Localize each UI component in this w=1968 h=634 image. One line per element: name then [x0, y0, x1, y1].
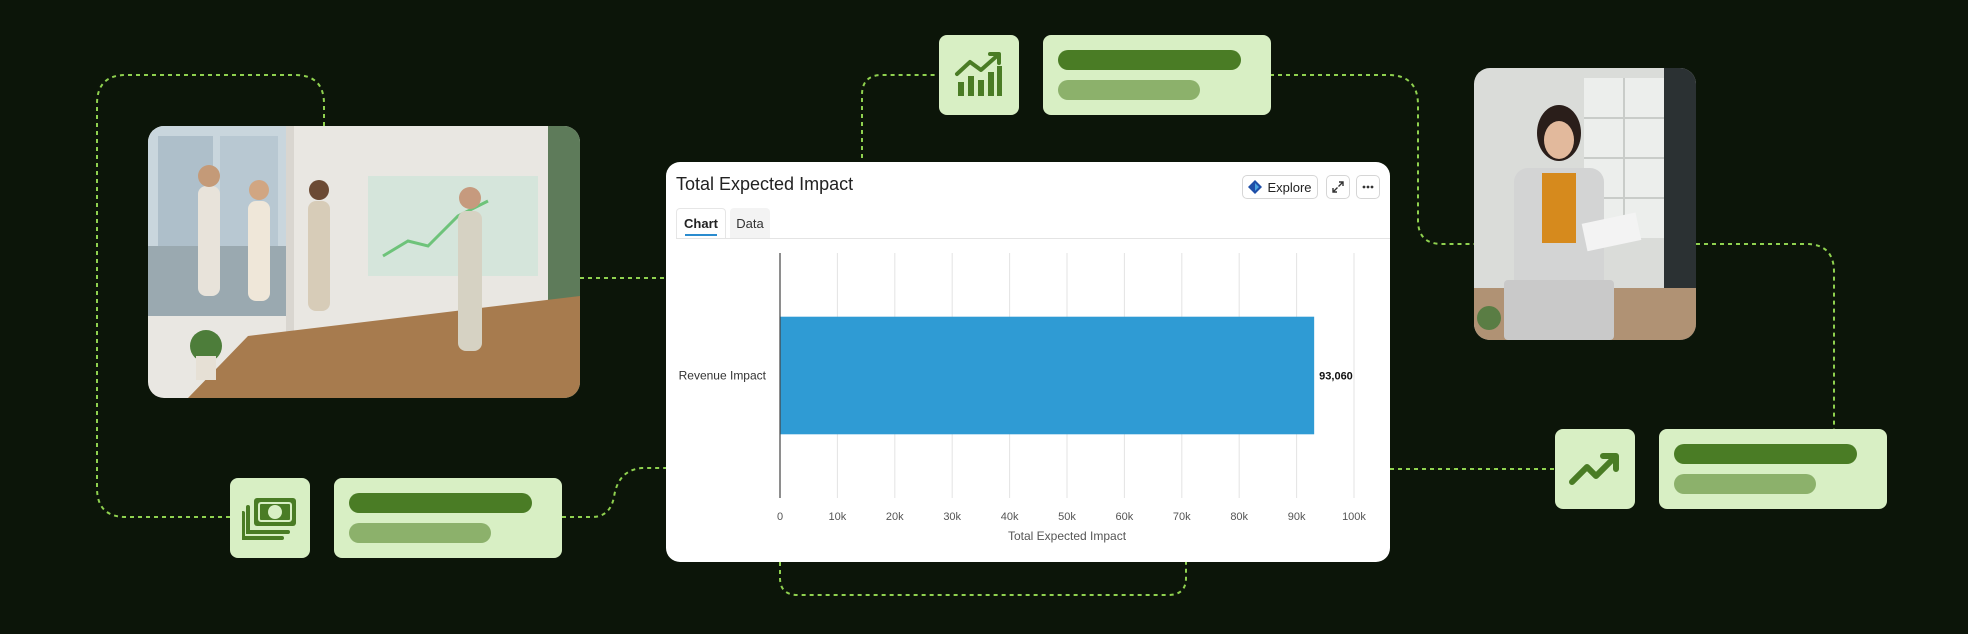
x-tick-label: 0 — [777, 511, 783, 523]
reading-photo — [1474, 68, 1696, 340]
placeholder-text-tile-left — [334, 478, 562, 558]
bar-chart: 0 10k 20k 30k 40k 50k 60k 70k 80k 90k 100k 93,060 Re… — [679, 253, 1366, 543]
x-axis-title: Total Expected Impact — [1008, 529, 1127, 543]
card-title: Total Expected Impact — [676, 174, 854, 194]
category-label: Revenue Impact — [679, 369, 767, 383]
trend-up-tile — [1555, 429, 1635, 509]
connector-bottom-left — [562, 467, 666, 518]
x-tick-label: 20k — [886, 511, 904, 523]
explore-button[interactable]: Explore — [1242, 175, 1318, 199]
meeting-photo — [148, 126, 580, 398]
placeholder-line — [1674, 444, 1857, 464]
placeholder-line — [349, 493, 532, 513]
bar-chart-trend-tile — [939, 35, 1019, 115]
bar-value-label: 93,060 — [1319, 371, 1353, 383]
x-tick-label: 10k — [829, 511, 847, 523]
x-tick-label: 30k — [943, 511, 961, 523]
x-tick-label: 40k — [1001, 511, 1019, 523]
expand-button[interactable] — [1326, 175, 1350, 199]
connector-top-right — [1270, 74, 1474, 245]
explore-label: Explore — [1267, 179, 1312, 195]
x-tick-label: 50k — [1058, 511, 1076, 523]
bar — [780, 316, 1315, 435]
chart-card: Total Expected Impact Explore Chart Data… — [666, 162, 1390, 562]
connector-top — [861, 74, 938, 158]
connector-left-loop — [96, 74, 325, 518]
bar-chart-trend-icon — [955, 52, 1002, 96]
more-icon — [1362, 185, 1374, 189]
x-tick-label: 80k — [1230, 511, 1248, 523]
more-button[interactable] — [1356, 175, 1380, 199]
tab-data[interactable]: Data — [730, 208, 770, 238]
connector-bottom-card — [779, 562, 1187, 596]
connector-right — [1696, 243, 1835, 430]
x-tick-label: 100k — [1342, 511, 1366, 523]
placeholder-line — [1674, 474, 1816, 494]
trend-up-icon — [1569, 453, 1619, 485]
explore-icon — [1248, 180, 1263, 194]
placeholder-text-tile-top — [1043, 35, 1271, 115]
placeholder-text-tile-right — [1659, 429, 1887, 509]
placeholder-line — [349, 523, 491, 543]
x-tick-label: 70k — [1173, 511, 1191, 523]
x-tick-label: 60k — [1116, 511, 1134, 523]
cash-tile — [230, 478, 310, 558]
tab-chart[interactable]: Chart — [676, 208, 726, 238]
expand-icon — [1332, 181, 1344, 193]
cash-icon — [242, 498, 296, 540]
placeholder-line — [1058, 80, 1200, 100]
x-tick-label: 90k — [1288, 511, 1306, 523]
tab-bar: Chart Data — [676, 208, 1390, 239]
placeholder-line — [1058, 50, 1241, 70]
